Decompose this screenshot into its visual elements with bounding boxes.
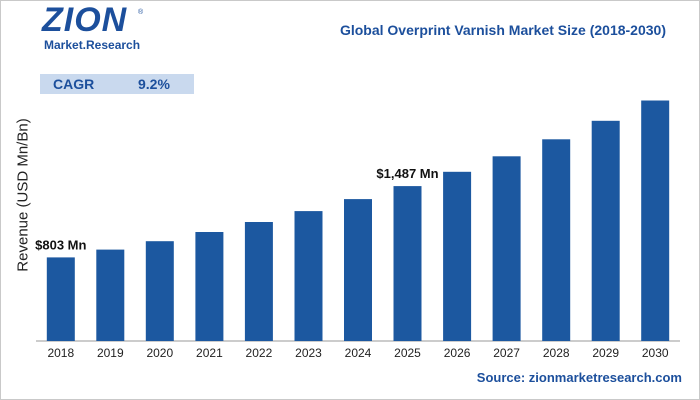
x-tick-label: 2019 bbox=[97, 346, 124, 360]
bar-2024 bbox=[344, 199, 372, 341]
zion-logo: ZION ® Market.Research bbox=[42, 1, 152, 53]
logo-registered-mark: ® bbox=[138, 9, 144, 16]
source-note: Source: zionmarketresearch.com bbox=[476, 370, 682, 385]
cagr-box: CAGR 9.2% bbox=[40, 74, 194, 94]
cagr-value: 9.2% bbox=[138, 76, 170, 92]
logo-main-text: ZION bbox=[42, 1, 128, 39]
bar-2025 bbox=[393, 186, 422, 341]
x-tick-label: 2023 bbox=[295, 346, 322, 360]
bar-2030 bbox=[641, 100, 670, 341]
x-tick-label: 2022 bbox=[246, 346, 273, 360]
x-tick-label: 2026 bbox=[444, 346, 471, 360]
data-label-2018: $803 Mn bbox=[35, 237, 86, 252]
x-tick-label: 2021 bbox=[196, 346, 223, 360]
bar-2019 bbox=[96, 249, 125, 341]
bar-2029 bbox=[591, 120, 620, 341]
x-tick-label: 2024 bbox=[345, 346, 372, 360]
cagr-label: CAGR bbox=[53, 76, 95, 92]
bar-2020 bbox=[145, 241, 174, 341]
x-tick-label: 2020 bbox=[146, 346, 173, 360]
x-tick-label: 2028 bbox=[543, 346, 570, 360]
data-label-2025: $1,487 Mn bbox=[376, 166, 438, 181]
chart-title: Global Overprint Varnish Market Size (20… bbox=[339, 22, 666, 38]
logo-sub-text: Market.Research bbox=[44, 38, 141, 52]
x-tick-label: 2030 bbox=[642, 346, 669, 360]
bar-2018 bbox=[46, 257, 75, 341]
x-tick-label: 2029 bbox=[592, 346, 619, 360]
x-tick-label: 2027 bbox=[493, 346, 520, 360]
bar-2022 bbox=[244, 222, 273, 341]
bar-2023 bbox=[294, 211, 323, 341]
bar-2027 bbox=[492, 156, 521, 341]
x-tick-label: 2025 bbox=[394, 346, 421, 360]
bar-2021 bbox=[195, 232, 224, 341]
x-tick-label: 2018 bbox=[47, 346, 74, 360]
bar-2028 bbox=[542, 139, 571, 341]
bar-2026 bbox=[443, 171, 472, 341]
